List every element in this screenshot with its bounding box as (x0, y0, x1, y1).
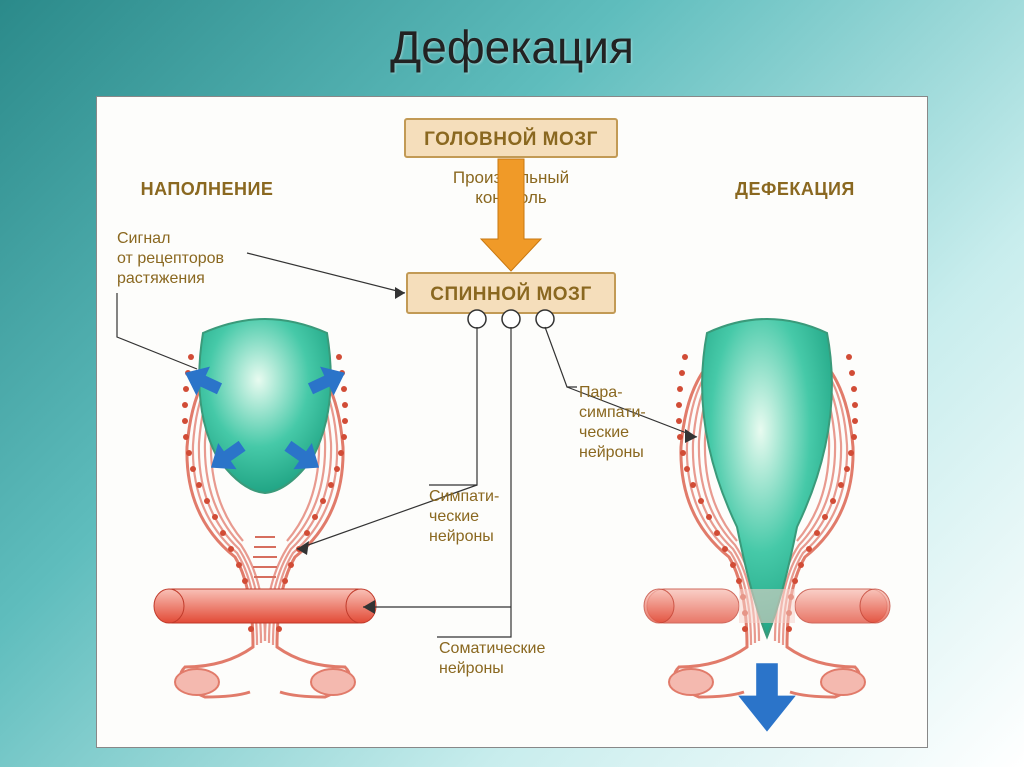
anatomy-right (644, 319, 890, 732)
anatomy-left (154, 319, 376, 697)
ann-para-4: нейроны (579, 444, 644, 461)
neuron-node-2 (502, 310, 520, 328)
spinal-label: СПИННОЙ МОЗГ (430, 283, 591, 305)
state-right: ДЕФЕКАЦИЯ (735, 179, 855, 199)
ann-para-2: симпати- (579, 404, 646, 421)
ann-stretch-2: от рецепторов (117, 250, 224, 267)
ann-symp-2: ческие (429, 508, 479, 525)
leader-stretch-to-cord (247, 253, 405, 293)
figure-panel: ГОЛОВНОЙ МОЗГ Произвольный контроль СПИН… (96, 96, 928, 748)
brain-label: ГОЛОВНОЙ МОЗГ (424, 128, 598, 150)
slide: Дефекация (0, 0, 1024, 767)
ann-symp-3: нейроны (429, 528, 494, 545)
ann-stretch-1: Сигнал (117, 230, 170, 247)
ann-symp-1: Симпати- (429, 488, 499, 505)
ann-stretch-3: растяжения (117, 270, 205, 287)
ann-para-3: ческие (579, 424, 629, 441)
ann-para-1: Пара- (579, 384, 623, 401)
state-left: НАПОЛНЕНИЕ (141, 179, 274, 199)
leader-stretch-to-organ (117, 293, 197, 369)
ann-soma-2: нейроны (439, 660, 504, 677)
neuron-node-1 (468, 310, 486, 328)
ann-soma-1: Соматические (439, 640, 545, 657)
leader-para-text (545, 327, 577, 387)
diagram-svg: ГОЛОВНОЙ МОЗГ Произвольный контроль СПИН… (97, 97, 927, 747)
leader-symp-text (429, 327, 477, 485)
slide-title: Дефекация (0, 0, 1024, 74)
neuron-node-3 (536, 310, 554, 328)
leader-somatic-text (437, 327, 511, 637)
